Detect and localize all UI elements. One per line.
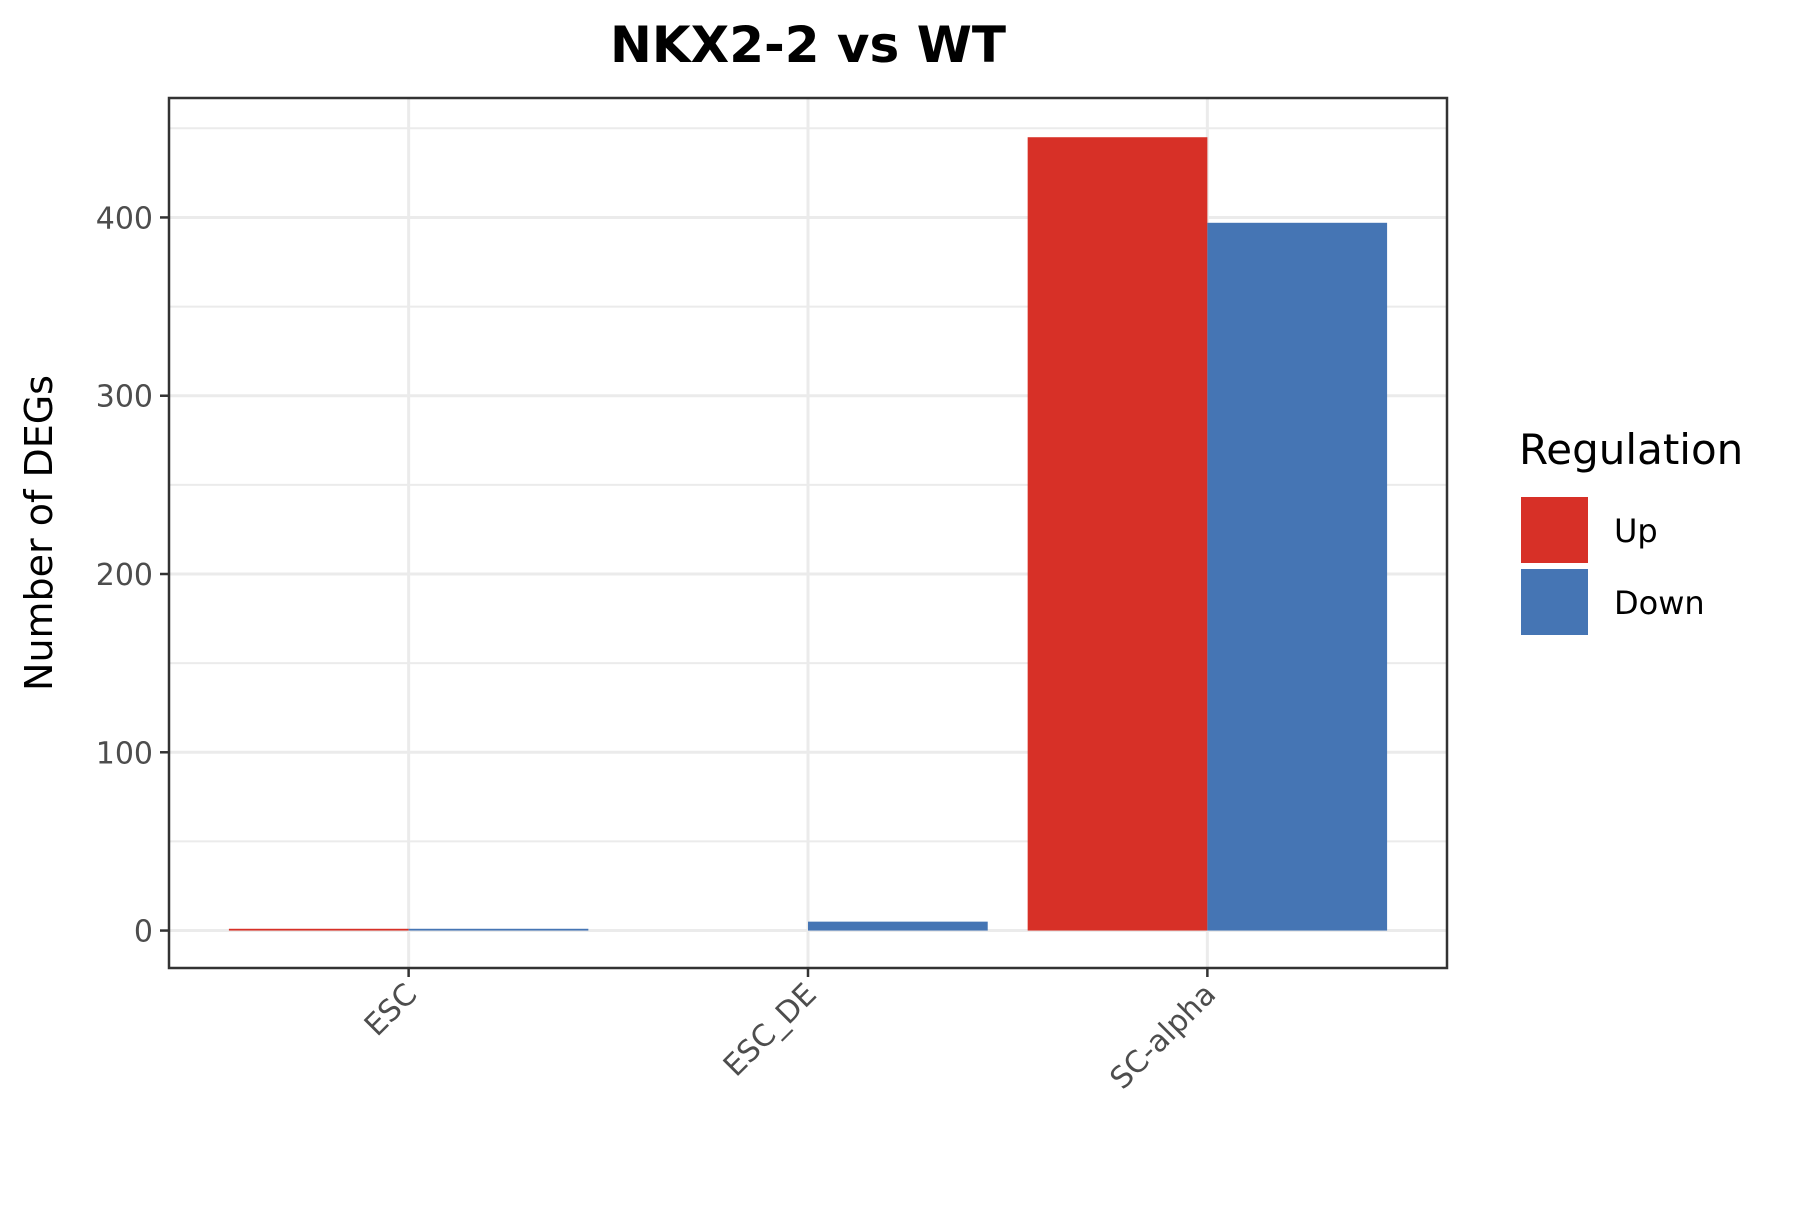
legend-items: Up Down <box>1521 497 1705 635</box>
legend-key-down <box>1521 569 1588 635</box>
legend-label-up: Up <box>1614 512 1658 550</box>
y-tick-label: 400 <box>96 201 153 236</box>
y-axis: 0 100 200 300 400 <box>96 201 169 950</box>
bar-up-sc-alpha <box>1027 137 1208 931</box>
y-tick-label: 0 <box>134 915 153 950</box>
legend: Regulation Up Down <box>1519 425 1743 635</box>
legend-key-up <box>1521 497 1588 563</box>
y-tick-label: 100 <box>96 736 153 771</box>
legend-title: Regulation <box>1519 425 1743 474</box>
x-axis: ESC ESC_DE SC-alpha <box>358 968 1223 1096</box>
bar-down-sc-alpha <box>1207 222 1388 931</box>
bar-up-esc <box>228 928 409 931</box>
bars <box>228 137 1388 931</box>
x-tick-label: ESC <box>358 977 424 1043</box>
chart-title: NKX2-2 vs WT <box>610 16 1006 74</box>
y-tick-label: 300 <box>96 380 153 415</box>
x-tick-label: ESC_DE <box>717 977 824 1084</box>
bar-down-esc <box>408 928 589 931</box>
x-tick-label: SC-alpha <box>1104 977 1223 1096</box>
y-tick-label: 200 <box>96 558 153 593</box>
bar-down-esc_de <box>808 921 988 931</box>
legend-label-down: Down <box>1614 584 1705 622</box>
y-axis-title: Number of DEGs <box>17 375 61 691</box>
